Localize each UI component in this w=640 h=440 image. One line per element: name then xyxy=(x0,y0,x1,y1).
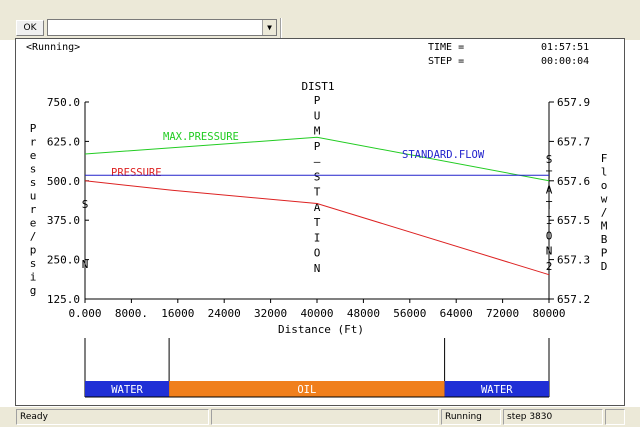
series-label: STANDARD.FLOW xyxy=(402,149,485,161)
y-right-tick-label: 657.2 xyxy=(557,293,590,306)
time-label: TIME = xyxy=(428,42,465,53)
x-axis-label: Distance (Ft) xyxy=(278,323,364,336)
status-step: step 3830 xyxy=(503,409,603,425)
y-left-tick-label: 625.0 xyxy=(47,135,80,148)
batch-bar xyxy=(169,381,445,397)
status-empty xyxy=(211,409,439,425)
step-value: 00:00:04 xyxy=(541,56,590,67)
status-ready: Ready xyxy=(16,409,209,425)
series-label: MAX.PRESSURE xyxy=(163,131,239,143)
batch-label: WATER xyxy=(111,384,143,396)
x-tick-label: 8000. xyxy=(115,307,148,320)
run-state: <Running> xyxy=(26,42,81,53)
window-bottom xyxy=(0,427,640,440)
x-tick-label: 32000 xyxy=(254,307,287,320)
x-tick-label: 64000 xyxy=(440,307,473,320)
pressure-profile-chart: 750.0 625.0 500.0 375.0 250.0 125.0 657.9 657.7… xyxy=(30,80,608,398)
x-tick-label: 0.000 xyxy=(68,307,101,320)
status-bar: Ready Running step 3830 xyxy=(0,407,640,427)
step-label: STEP = xyxy=(428,56,465,67)
y-left-tick-label: 750.0 xyxy=(47,96,80,109)
resize-grip-icon[interactable] xyxy=(605,409,625,425)
y-right-tick-label: 657.9 xyxy=(557,96,590,109)
x-tick-label: 56000 xyxy=(393,307,426,320)
x-tick-label: 80000 xyxy=(532,307,565,320)
time-value: 01:57:51 xyxy=(541,42,590,53)
simulation-panel: <Running> TIME = 01:57:51 STEP = 00:00:0… xyxy=(15,38,625,406)
chevron-down-icon[interactable]: ▼ xyxy=(262,20,276,35)
series-line xyxy=(84,180,550,276)
x-tick-label: 48000 xyxy=(347,307,380,320)
station-label: P U M P ― S T A T I O N xyxy=(314,94,321,275)
x-tick-label: 16000 xyxy=(161,307,194,320)
y-left-tick-label: 500.0 xyxy=(47,175,80,188)
toolbar-separator xyxy=(280,18,282,38)
series-line xyxy=(84,136,550,182)
x-tick-label: 40000 xyxy=(300,307,333,320)
y-right-tick-label: 657.5 xyxy=(557,214,590,227)
ok-button[interactable]: OK xyxy=(16,20,44,36)
y-left-tick-label: 125.0 xyxy=(47,293,80,306)
y-left-tick-label: 375.0 xyxy=(47,214,80,227)
batch-label: WATER xyxy=(481,384,513,396)
x-tick-label: 24000 xyxy=(208,307,241,320)
toolbar: OK ▼ xyxy=(0,0,640,40)
batch-label: OIL xyxy=(297,384,316,396)
pipeline-select[interactable]: ▼ xyxy=(47,19,277,36)
y-right-tick-label: 657.6 xyxy=(557,175,590,188)
y-right-tick-label: 657.7 xyxy=(557,135,590,148)
x-tick-label: 72000 xyxy=(486,307,519,320)
y-left-tick-label: 250.0 xyxy=(47,254,80,267)
chart-title: DIST1 xyxy=(301,80,334,93)
batch-bar xyxy=(85,381,170,397)
batch-bar xyxy=(444,381,549,397)
series-label: PRESSURE xyxy=(111,167,162,179)
status-mode: Running xyxy=(441,409,501,425)
y-right-tick-label: 657.3 xyxy=(557,254,590,267)
